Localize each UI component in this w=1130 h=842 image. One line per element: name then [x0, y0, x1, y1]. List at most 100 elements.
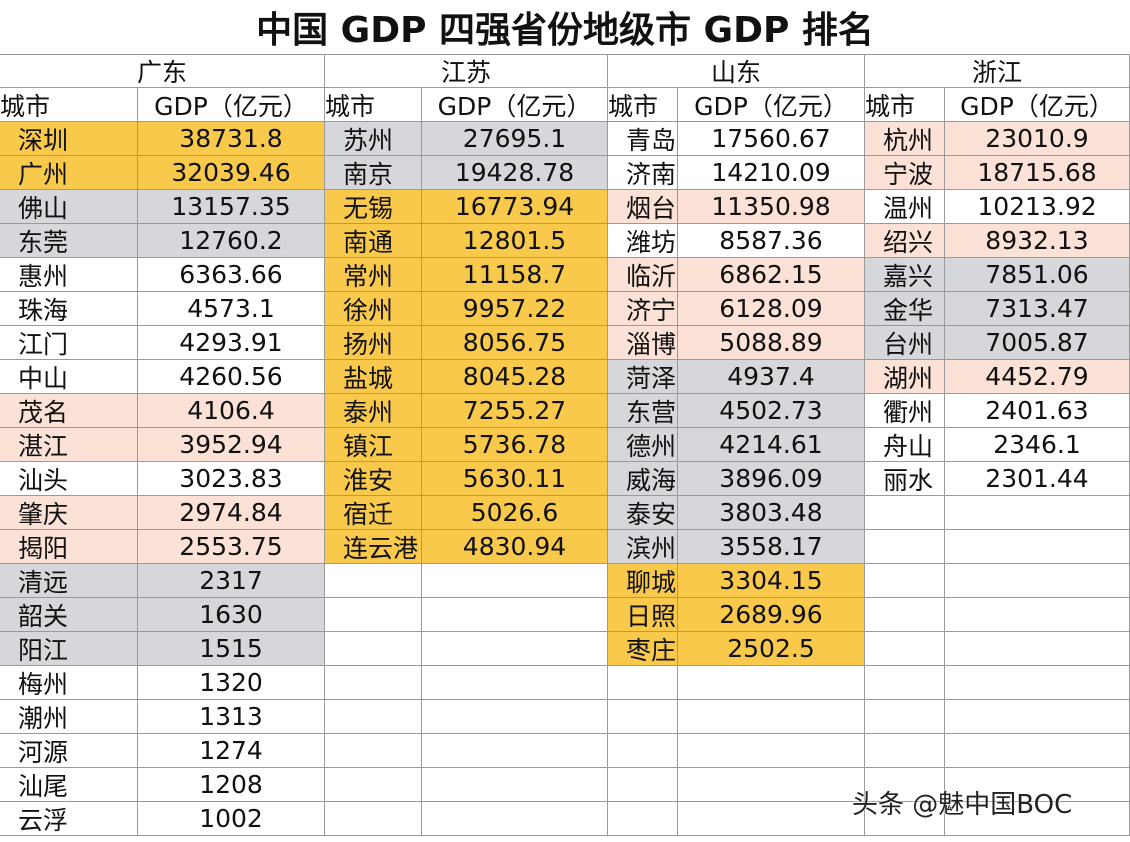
city-cell — [608, 802, 678, 836]
gdp-cell: 4214.61 — [678, 428, 865, 462]
gdp-cell: 7851.06 — [945, 258, 1130, 292]
gdp-cell: 4452.79 — [945, 360, 1130, 394]
gdp-cell: 3023.83 — [138, 462, 325, 496]
gdp-cell: 5630.11 — [422, 462, 608, 496]
city-cell: 肇庆 — [0, 496, 138, 530]
gdp-cell: 3896.09 — [678, 462, 865, 496]
gdp-cell — [422, 598, 608, 632]
gdp-cell: 8045.28 — [422, 360, 608, 394]
city-cell: 枣庄 — [608, 632, 678, 666]
gdp-cell — [422, 734, 608, 768]
column-header: 城市 — [0, 88, 138, 122]
gdp-cell: 2553.75 — [138, 530, 325, 564]
city-cell — [325, 734, 422, 768]
city-cell — [325, 768, 422, 802]
city-cell: 清远 — [0, 564, 138, 598]
gdp-cell: 1515 — [138, 632, 325, 666]
gdp-cell: 4106.4 — [138, 394, 325, 428]
province-header: 浙江 — [865, 55, 1130, 88]
city-cell: 云浮 — [0, 802, 138, 836]
city-cell: 广州 — [0, 156, 138, 190]
city-cell: 南京 — [325, 156, 422, 190]
gdp-cell — [945, 734, 1130, 768]
province-header: 山东 — [608, 55, 865, 88]
gdp-cell: 13157.35 — [138, 190, 325, 224]
city-cell: 佛山 — [0, 190, 138, 224]
gdp-cell: 8587.36 — [678, 224, 865, 258]
gdp-cell: 2317 — [138, 564, 325, 598]
gdp-cell: 6363.66 — [138, 258, 325, 292]
gdp-cell: 8932.13 — [945, 224, 1130, 258]
gdp-cell: 10213.92 — [945, 190, 1130, 224]
city-cell — [865, 666, 945, 700]
city-cell — [865, 496, 945, 530]
city-cell: 茂名 — [0, 394, 138, 428]
gdp-cell — [945, 530, 1130, 564]
city-cell: 聊城 — [608, 564, 678, 598]
city-cell: 舟山 — [865, 428, 945, 462]
gdp-cell: 9957.22 — [422, 292, 608, 326]
gdp-cell — [945, 632, 1130, 666]
city-cell: 宿迁 — [325, 496, 422, 530]
gdp-cell: 11158.7 — [422, 258, 608, 292]
city-cell: 淄博 — [608, 326, 678, 360]
gdp-cell: 3304.15 — [678, 564, 865, 598]
city-cell: 常州 — [325, 258, 422, 292]
gdp-cell: 6128.09 — [678, 292, 865, 326]
city-cell: 苏州 — [325, 122, 422, 156]
gdp-cell: 38731.8 — [138, 122, 325, 156]
city-cell: 江门 — [0, 326, 138, 360]
city-cell: 威海 — [608, 462, 678, 496]
gdp-cell — [678, 768, 865, 802]
city-cell: 德州 — [608, 428, 678, 462]
gdp-cell: 27695.1 — [422, 122, 608, 156]
gdp-cell: 12760.2 — [138, 224, 325, 258]
gdp-cell — [945, 564, 1130, 598]
gdp-cell — [422, 632, 608, 666]
city-cell: 潮州 — [0, 700, 138, 734]
city-cell: 连云港 — [325, 530, 422, 564]
gdp-cell: 32039.46 — [138, 156, 325, 190]
city-cell: 济南 — [608, 156, 678, 190]
gdp-cell: 5088.89 — [678, 326, 865, 360]
city-cell — [865, 802, 945, 836]
gdp-cell — [678, 734, 865, 768]
gdp-cell: 3558.17 — [678, 530, 865, 564]
gdp-cell: 4260.56 — [138, 360, 325, 394]
city-cell: 杭州 — [865, 122, 945, 156]
province-header: 江苏 — [325, 55, 608, 88]
city-cell — [608, 734, 678, 768]
city-cell: 南通 — [325, 224, 422, 258]
city-cell — [325, 666, 422, 700]
gdp-cell: 12801.5 — [422, 224, 608, 258]
gdp-cell — [678, 802, 865, 836]
gdp-cell: 1320 — [138, 666, 325, 700]
city-cell — [325, 700, 422, 734]
gdp-cell — [422, 802, 608, 836]
gdp-cell: 19428.78 — [422, 156, 608, 190]
city-cell: 深圳 — [0, 122, 138, 156]
city-cell: 湛江 — [0, 428, 138, 462]
gdp-cell: 6862.15 — [678, 258, 865, 292]
city-cell: 中山 — [0, 360, 138, 394]
city-cell: 梅州 — [0, 666, 138, 700]
city-cell: 丽水 — [865, 462, 945, 496]
gdp-cell: 1002 — [138, 802, 325, 836]
city-cell: 阳江 — [0, 632, 138, 666]
city-cell — [608, 666, 678, 700]
city-cell: 湖州 — [865, 360, 945, 394]
gdp-cell: 4830.94 — [422, 530, 608, 564]
city-cell — [608, 768, 678, 802]
city-cell — [865, 768, 945, 802]
city-cell: 汕尾 — [0, 768, 138, 802]
city-cell: 济宁 — [608, 292, 678, 326]
city-cell — [608, 700, 678, 734]
gdp-cell: 2502.5 — [678, 632, 865, 666]
city-cell: 烟台 — [608, 190, 678, 224]
gdp-cell: 5026.6 — [422, 496, 608, 530]
city-cell: 临沂 — [608, 258, 678, 292]
gdp-cell: 11350.98 — [678, 190, 865, 224]
city-cell — [865, 700, 945, 734]
